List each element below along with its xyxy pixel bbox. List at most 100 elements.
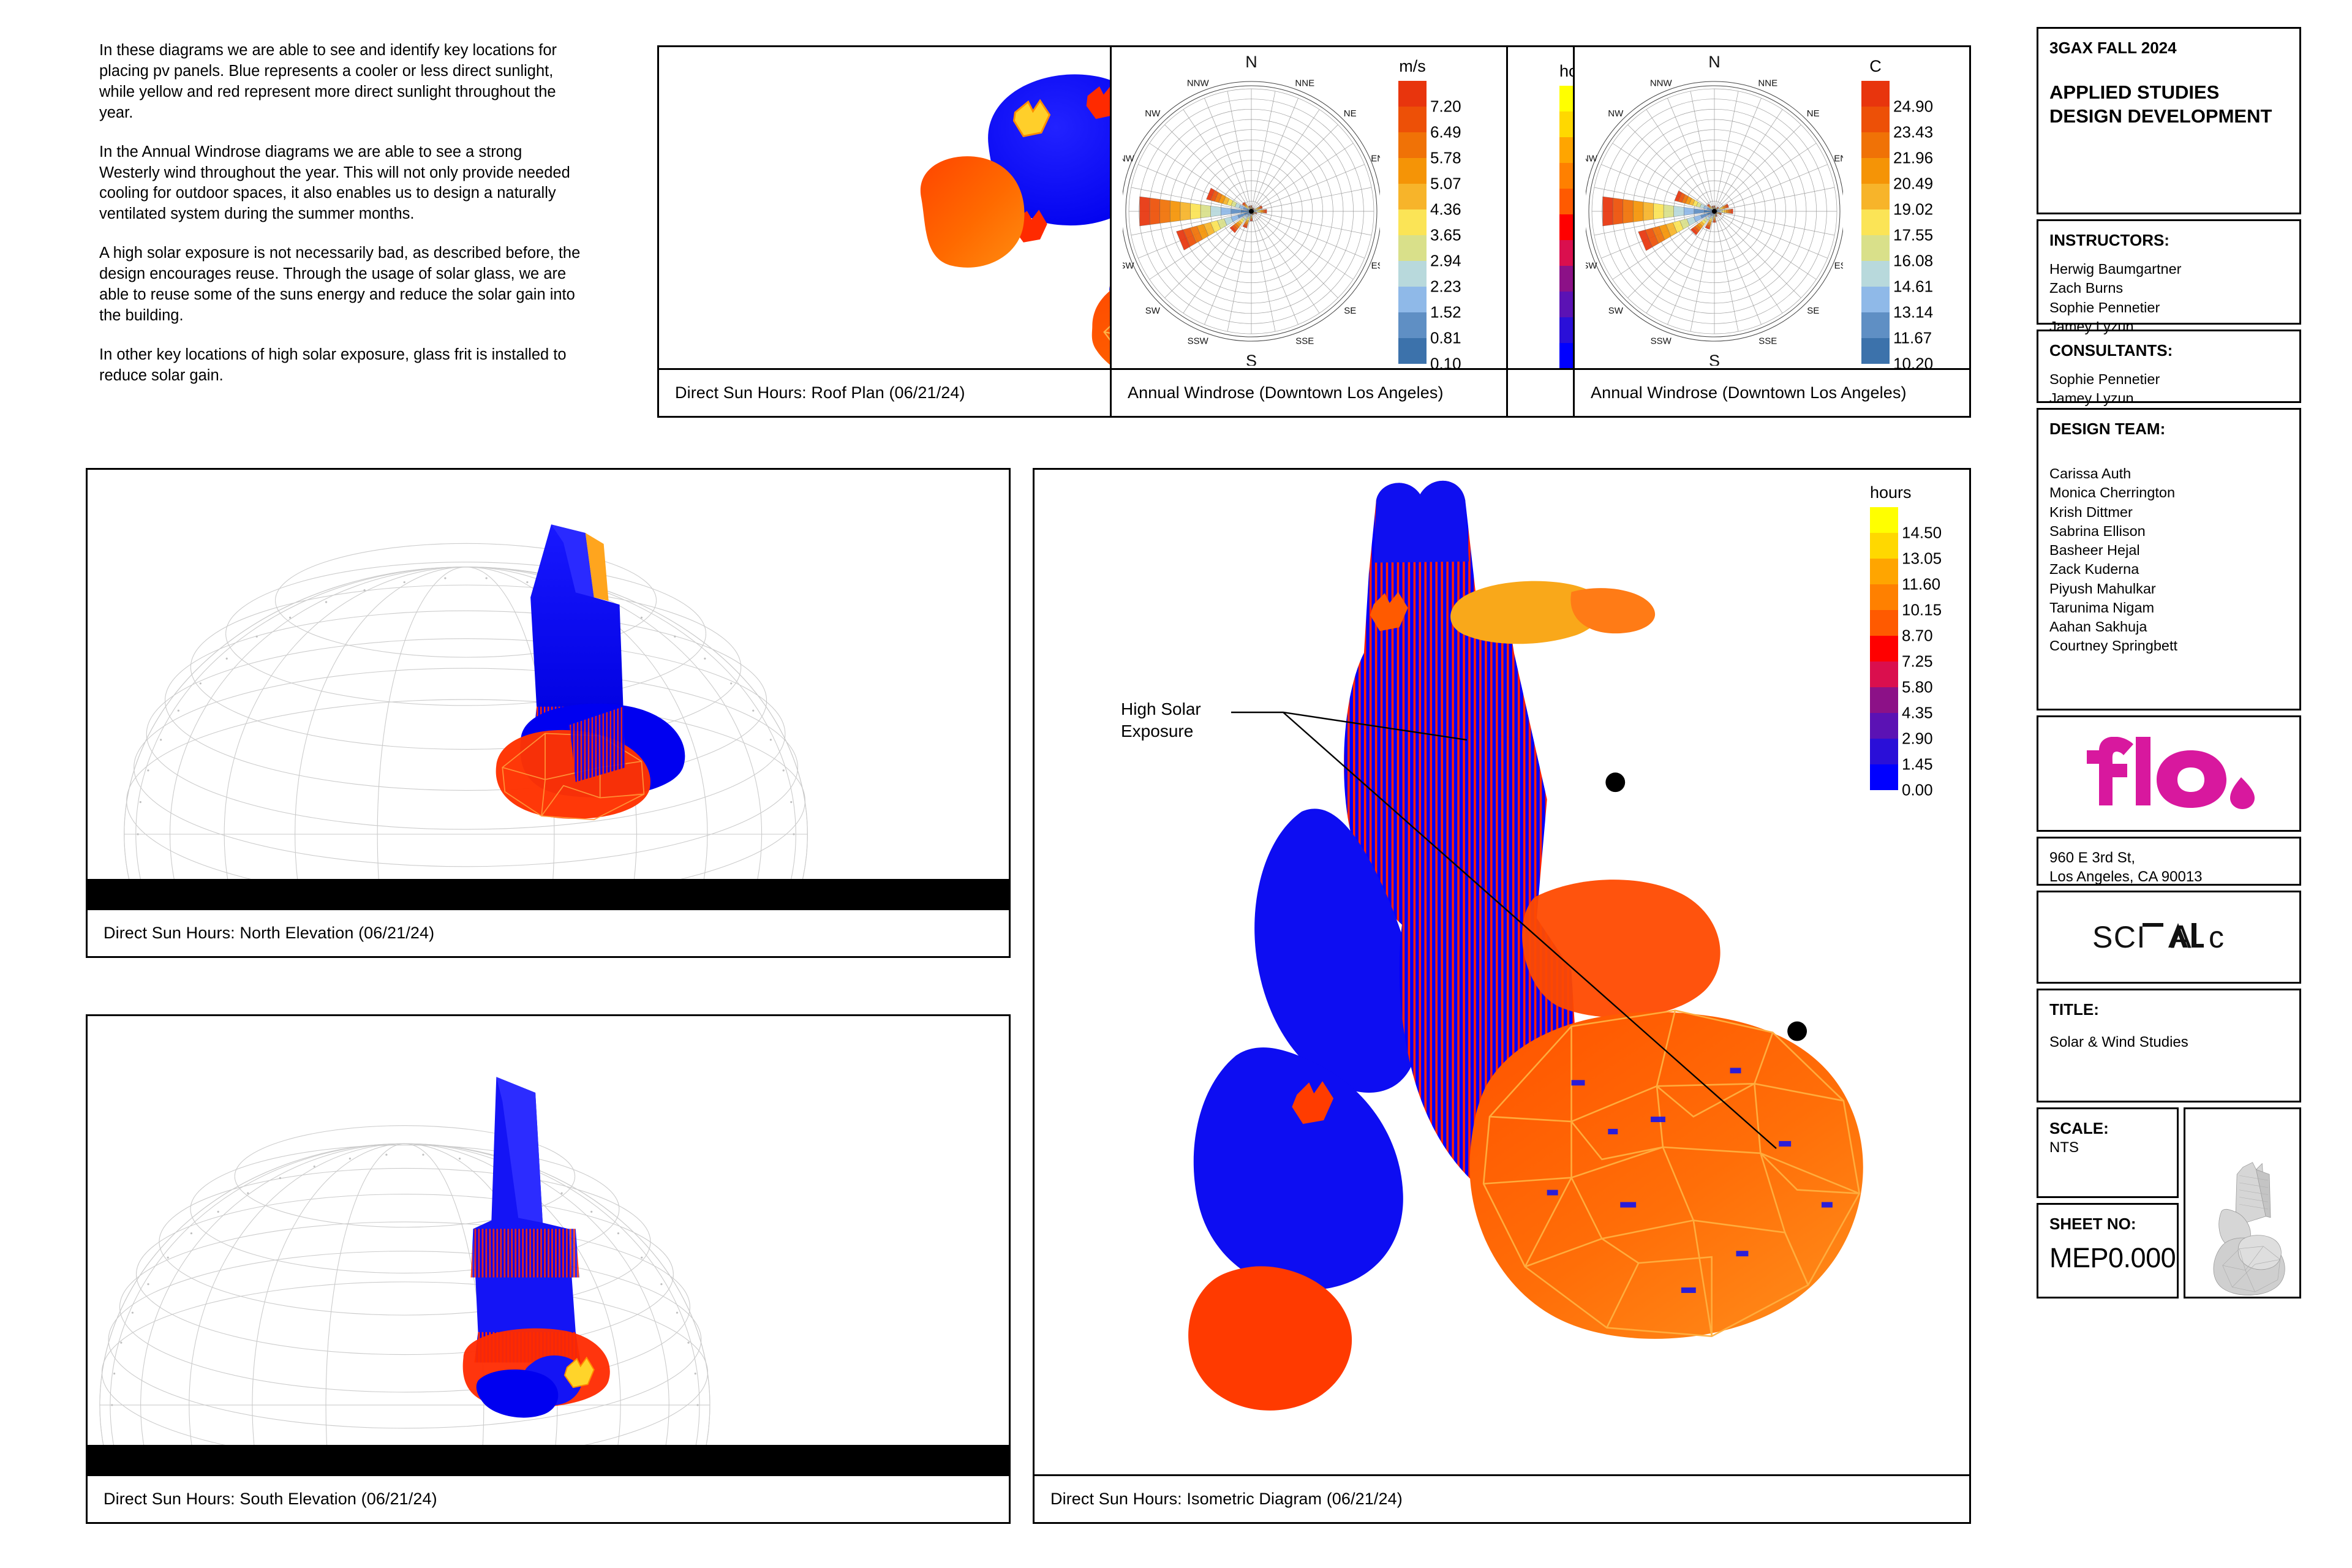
address-line-2: Los Angeles, CA 90013 [2049,869,2203,886]
legend-tick-label: 0.81 [1430,328,1461,347]
flo-logo [2038,717,2299,830]
project-title-line-1: APPLIED STUDIES [2049,81,2220,103]
windrose-direction-label: WNW [1586,154,1598,164]
windrose-petal-segment [1261,209,1263,213]
windrose-direction-label: SSE [1758,336,1777,347]
windrose-petal-segment [1638,230,1653,251]
windrose-petal-segment [1200,204,1211,219]
windrose-petal-segment [1713,217,1716,219]
windrose-petal-segment [1721,209,1724,213]
windrose-petal-segment [1250,220,1253,221]
legend-swatch [1870,713,1898,739]
legend-tick-label: 21.96 [1893,148,1934,167]
windrose-petal-segment [1713,215,1716,217]
windrose-petal-segment [1706,203,1709,206]
tb-sheet-no: SHEET NO: MEP0.000 [2037,1203,2179,1298]
windrose-direction-label: SE [1344,306,1356,316]
windrose-petal-segment [1690,227,1698,236]
consultants-list: Sophie Pennetier Jamey Lyzun [2049,370,2288,409]
team-member: Zack Kuderna [2049,561,2139,578]
legend-swatches [1861,81,1890,364]
annotation-high-solar-exposure: High Solar Exposure [1121,698,1201,743]
windrose-petal-segment [1713,216,1716,218]
windrose-petal-segment [1262,209,1264,213]
legend-swatch [1870,764,1898,790]
windrose-petal-segment [1612,197,1623,225]
windrose-direction-label: SW [1608,306,1624,316]
windrose-petal-segment [1719,210,1722,213]
legend-swatch [1870,610,1898,636]
legend-tick-label: 2.94 [1430,251,1461,270]
windrose-petal-segment [1250,219,1253,221]
windrose-petal-segment [1727,209,1730,214]
annotation-line-1: High Solar [1121,699,1201,718]
intro-text-block: In these diagrams we are able to see and… [99,40,583,405]
windrose-temp-svg: NNNENEENEEESESESSESSSWSWWSWWWNWNWNNW [1575,53,1869,368]
windrose-direction-label: ESE [1834,260,1843,271]
legend-swatch [1861,261,1890,287]
consultant-name: Jamey Lyzun [2049,390,2134,407]
windrose-petal-segment [1674,190,1683,202]
panel-windrose-temperature: NNNENEENEEESESESSESSSWSWWSWWWNWNWNNW C 2… [1573,45,1971,418]
tb-thumbnail [2184,1107,2301,1298]
windrose-petal-segment [1716,213,1718,215]
legend-tick-label: 5.80 [1902,677,1933,696]
windrose-petal-segment [1663,204,1674,219]
windrose-petal-segment [1729,209,1732,214]
panel-isometric: hours 14.50 13.05 11.60 10.15 8.70 7.25 5.80 4.… [1033,468,1971,1524]
windrose-speed-svg: NNNENEENEEESESESSESSSWSWWSWWWNWNWNNW [1112,53,1406,368]
windrose-petal-segment [1159,199,1170,224]
windrose-petal-segment [1264,209,1266,214]
south-elevation-svg [99,1077,710,1474]
legend-strip-c: 24.90 23.43 21.96 20.49 19.02 17.55 16.08 14.61… [1861,81,1933,368]
legend-tick-label: 3.65 [1430,225,1461,244]
legend-swatch [1398,312,1427,338]
team-member: Aahan Sakhuja [2049,619,2147,635]
legend-swatch [1870,636,1898,662]
team-member: Piyush Mahulkar [2049,580,2156,597]
sheet-value: MEP0.000 [2049,1242,2176,1273]
legend-tick-label: 11.67 [1893,328,1932,347]
south-elevation-image [88,1016,1009,1474]
scale-value: NTS [2049,1139,2079,1156]
windrose-petal-segment [1713,218,1716,220]
legend-swatch [1398,235,1427,261]
tb-bottom-row: SCALE: NTS SHEET NO: MEP0.000 [2037,1107,2301,1303]
windrose-petal-segment [1250,214,1253,216]
legend-title-c: C [1869,57,1882,75]
legend-swatch [1870,662,1898,687]
tb-design-team: DESIGN TEAM: Carissa Auth Monica Cherrin… [2037,408,2301,710]
legend-tick-label: 8.70 [1902,626,1933,645]
windrose-petal-segment [1643,202,1654,221]
windrose-direction-label: NW [1145,108,1161,119]
windrose-petal-segment [1258,209,1260,213]
isometric-svg [1188,480,1863,1411]
legend-swatch [1870,507,1898,533]
tb-instructors: INSTRUCTORS: Herwig Baumgartner Zach Bur… [2037,219,2301,334]
legend-swatch [1861,184,1890,209]
annotation-line-2: Exposure [1121,722,1194,741]
legend-swatch [1861,312,1890,338]
legend-tick-label: 7.20 [1430,97,1461,116]
windrose-petal-segment [1731,208,1733,214]
legend-tick-label: 16.08 [1893,251,1934,270]
windrose-petal-segment [1623,199,1634,224]
windrose-petal-segment [1694,208,1705,214]
isometric-image [1035,470,1969,1474]
windrose-petal-segment [1673,206,1684,217]
windrose-direction-label: NE [1807,108,1820,119]
legend-swatch [1861,107,1890,132]
windrose-petal-segment [1242,225,1248,228]
legend-swatch [1398,209,1427,235]
legend-tick-label: 0.10 [1430,354,1461,369]
windrose-direction-label: WSW [1586,260,1597,271]
design-team-list: Carissa Auth Monica Cherrington Krish Di… [2049,464,2288,656]
flo-logo-icon [2087,737,2255,809]
windrose-direction-label: SSE [1295,336,1314,347]
consultants-header: CONSULTANTS: [2049,341,2173,360]
tb-scale: SCALE: NTS [2037,1107,2179,1198]
windrose-direction-label: SE [1807,306,1819,316]
legend-tick-label: 2.23 [1430,277,1461,296]
team-member: Sabrina Ellison [2049,522,2146,539]
